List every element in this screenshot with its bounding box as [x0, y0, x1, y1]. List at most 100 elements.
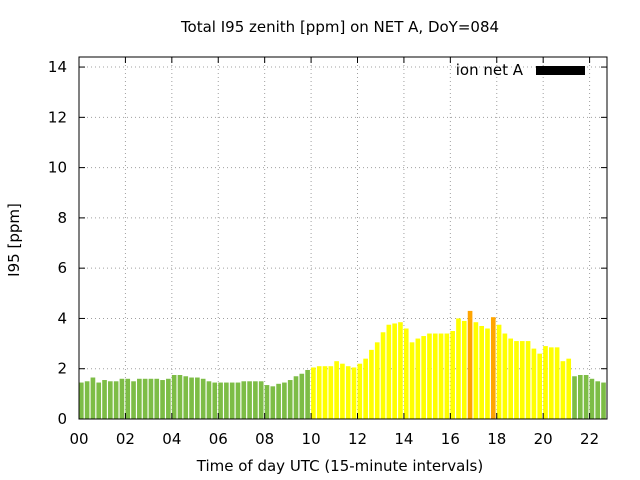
- bar-50: [369, 349, 374, 419]
- bar-30: [253, 381, 258, 419]
- bar-69: [479, 325, 484, 419]
- bar-75: [514, 341, 519, 419]
- bar-57: [409, 342, 415, 419]
- bar-10: [137, 378, 142, 419]
- y-tick-label-7: 14: [48, 58, 67, 76]
- bar-14: [160, 380, 165, 419]
- bar-2: [90, 377, 96, 419]
- y-tick-label-6: 12: [48, 108, 67, 126]
- chart-title: Total I95 zenith [ppm] on NET A, DoY=084: [180, 18, 499, 36]
- x-tick-label-6: 12: [348, 430, 367, 448]
- bar-64: [450, 331, 455, 419]
- x-tick-label-0: 00: [69, 430, 88, 448]
- bar-84: [566, 358, 572, 419]
- bar-38: [299, 373, 305, 419]
- grid-lines: [79, 57, 607, 419]
- legend-swatch: [536, 66, 585, 75]
- bar-42: [322, 366, 328, 419]
- bar-15: [166, 378, 171, 419]
- bar-48: [357, 363, 363, 419]
- x-axis-label: Time of day UTC (15-minute intervals): [196, 457, 483, 475]
- bar-86: [577, 375, 583, 419]
- bar-series: [79, 310, 606, 419]
- bar-89: [595, 381, 601, 419]
- y-axis-label: I95 [ppm]: [5, 203, 23, 277]
- bar-27: [235, 382, 241, 419]
- bar-68: [473, 322, 479, 419]
- bar-60: [427, 333, 432, 419]
- bar-87: [583, 375, 589, 419]
- bar-21: [200, 378, 206, 419]
- bar-66: [461, 320, 467, 419]
- y-tick-label-1: 2: [57, 360, 67, 378]
- bar-85: [572, 376, 577, 419]
- y-axis-ticks: 0 2 4 6 8 10 12 14: [48, 58, 607, 428]
- bar-36: [287, 380, 293, 419]
- bar-73: [502, 333, 508, 419]
- bar-59: [421, 336, 426, 419]
- bar-32: [264, 385, 270, 419]
- bar-62: [438, 333, 444, 419]
- bar-55: [398, 322, 403, 419]
- bar-8: [125, 378, 131, 419]
- bar-5: [108, 381, 113, 419]
- bar-74: [508, 338, 514, 419]
- x-tick-label-1: 02: [116, 430, 135, 448]
- bar-49: [363, 358, 368, 419]
- bar-58: [415, 338, 421, 419]
- bar-79: [537, 353, 543, 419]
- bar-17: [177, 375, 183, 419]
- bar-24: [218, 382, 223, 419]
- bar-13: [154, 378, 160, 419]
- bar-18: [183, 376, 189, 419]
- bar-26: [229, 382, 235, 419]
- bar-52: [380, 332, 386, 419]
- bar-47: [351, 367, 357, 419]
- bar-46: [345, 366, 351, 419]
- bar-51: [374, 342, 380, 419]
- y-tick-label-3: 6: [57, 259, 67, 277]
- bar-40: [311, 367, 316, 419]
- bar-77: [525, 341, 531, 419]
- x-tick-label-3: 06: [209, 430, 228, 448]
- bar-7: [119, 378, 125, 419]
- bar-3: [96, 382, 102, 419]
- bar-34: [276, 383, 281, 419]
- bar-20: [195, 377, 200, 419]
- bar-19: [189, 377, 194, 419]
- bar-11: [142, 378, 148, 419]
- bar-29: [247, 381, 252, 419]
- y-tick-label-0: 0: [57, 410, 67, 428]
- plot-border: [78, 56, 608, 420]
- bar-1: [84, 381, 90, 419]
- bar-16: [171, 375, 177, 419]
- x-axis-ticks: 00 02 04 06 08 10 12 14 16 18 20 22: [69, 57, 599, 448]
- bar-90: [601, 382, 606, 419]
- x-tick-label-11: 22: [580, 430, 599, 448]
- y-tick-label-2: 4: [57, 309, 67, 327]
- bar-12: [148, 378, 154, 419]
- bar-44: [334, 361, 339, 419]
- bar-25: [224, 382, 229, 419]
- bar-65: [456, 318, 461, 419]
- bar-72: [496, 324, 502, 419]
- x-tick-label-5: 10: [302, 430, 321, 448]
- bar-31: [258, 381, 264, 419]
- bar-33: [270, 386, 276, 419]
- y-tick-label-5: 10: [48, 159, 67, 177]
- bar-53: [386, 324, 392, 419]
- bar-6: [113, 381, 119, 419]
- bar-78: [531, 348, 537, 419]
- plot-frame: [78, 56, 608, 420]
- bar-43: [328, 366, 334, 419]
- bar-61: [432, 333, 438, 419]
- bar-80: [543, 346, 548, 419]
- x-tick-label-10: 20: [534, 430, 553, 448]
- bar-37: [293, 376, 299, 419]
- legend-label: ion net A: [456, 61, 524, 79]
- bar-88: [589, 378, 595, 419]
- bar-35: [282, 382, 287, 419]
- bar-70: [485, 328, 490, 419]
- bar-28: [241, 381, 247, 419]
